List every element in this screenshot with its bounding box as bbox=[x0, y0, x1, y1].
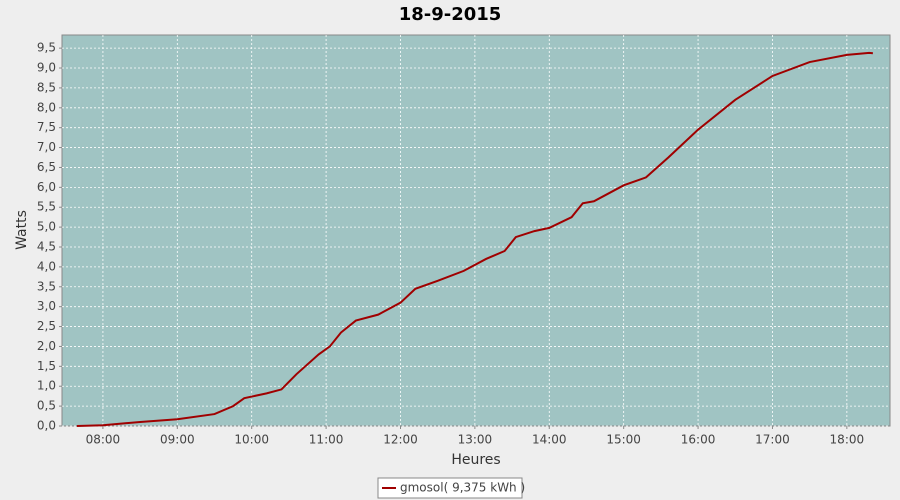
x-tick-label: 16:00 bbox=[681, 433, 716, 447]
y-tick-label: 6,0 bbox=[37, 180, 56, 194]
y-tick-label: 6,5 bbox=[37, 160, 56, 174]
x-tick-label: 14:00 bbox=[532, 433, 567, 447]
y-tick-label: 2,0 bbox=[37, 339, 56, 353]
y-tick-label: 9,0 bbox=[37, 61, 56, 75]
y-tick-label: 0,5 bbox=[37, 399, 56, 413]
legend-box bbox=[377, 477, 523, 499]
x-tick-label: 10:00 bbox=[234, 433, 269, 447]
plot-area bbox=[61, 34, 891, 427]
y-tick-label: 4,5 bbox=[37, 240, 56, 254]
x-tick-label: 12:00 bbox=[383, 433, 418, 447]
y-tick-label: 7,0 bbox=[37, 140, 56, 154]
x-tick-label: 11:00 bbox=[309, 433, 344, 447]
y-tick-label: 5,5 bbox=[37, 200, 56, 214]
y-tick-label: 3,5 bbox=[37, 279, 56, 293]
legend-label: gmosol( 9,375 kWh ) bbox=[400, 481, 525, 495]
x-tick-label: 08:00 bbox=[86, 433, 121, 447]
y-tick-label: 3,0 bbox=[37, 299, 56, 313]
y-tick-label: 8,5 bbox=[37, 80, 56, 94]
y-tick-label: 8,0 bbox=[37, 100, 56, 114]
y-tick-label: 5,0 bbox=[37, 220, 56, 234]
y-tick-label: 0,0 bbox=[37, 419, 56, 433]
y-tick-label: 7,5 bbox=[37, 120, 56, 134]
x-tick-label: 15:00 bbox=[606, 433, 641, 447]
x-tick-label: 17:00 bbox=[755, 433, 790, 447]
data-line bbox=[76, 51, 873, 427]
x-tick-label: 13:00 bbox=[458, 433, 493, 447]
y-tick-label: 1,5 bbox=[37, 359, 56, 373]
x-tick-label: 09:00 bbox=[160, 433, 195, 447]
x-tick-label: 18:00 bbox=[830, 433, 865, 447]
x-axis-label: Heures bbox=[451, 452, 500, 468]
chart-title: 18-9-2015 bbox=[399, 4, 502, 25]
y-tick-label: 4,0 bbox=[37, 259, 56, 273]
y-tick-label: 1,0 bbox=[37, 379, 56, 393]
y-tick-label: 2,5 bbox=[37, 319, 56, 333]
y-tick-label: 9,5 bbox=[37, 41, 56, 55]
y-axis-label: Watts bbox=[14, 210, 30, 250]
